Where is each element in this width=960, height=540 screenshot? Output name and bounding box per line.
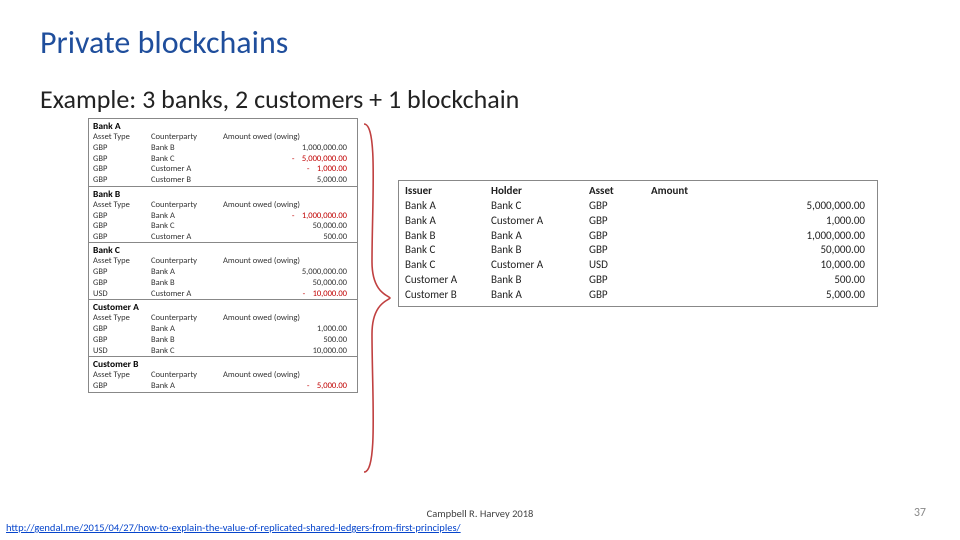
ledger-row: GBPBank C50,000.00 [89,221,357,232]
ledger-group: Customer AAsset TypeCounterpartyAmount o… [88,300,357,357]
unified-row: Customer ABank BGBP500.00 [399,273,877,288]
ledger-row: GBPCustomer B5,000.00 [89,175,357,186]
brace-icon [360,122,392,474]
ledger-column-headers: Asset TypeCounterpartyAmount owed (owing… [89,370,357,381]
ledger-column-headers: Asset TypeCounterpartyAmount owed (owing… [89,132,357,143]
ledger-row: GBPBank B500.00 [89,335,357,346]
ledger-row: GBPBank A-1,000,000.00 [89,211,357,222]
ledger-row: GBPBank A1,000.00 [89,324,357,335]
slide-subtitle: Example: 3 banks, 2 customers + 1 blockc… [40,83,519,115]
unified-row: Customer BBank AGBP5,000.00 [399,288,877,306]
unified-row: Bank CCustomer AUSD10,000.00 [399,258,877,273]
page-number: 37 [914,506,926,520]
ledger-row: GBPCustomer A500.00 [89,232,357,243]
ledger-name: Bank A [89,119,357,132]
left-ledgers: Bank AAsset TypeCounterpartyAmount owed … [88,118,358,393]
ledger-group: Bank BAsset TypeCounterpartyAmount owed … [88,187,357,244]
unified-header: IssuerHolderAssetAmount [399,181,877,199]
ledger-row: USDBank C10,000.00 [89,346,357,357]
ledger-group: Customer BAsset TypeCounterpartyAmount o… [88,357,357,393]
footer-attribution: Campbell R. Harvey 2018 [0,507,960,520]
ledger-name: Bank C [89,243,357,256]
ledger-row: GBPBank A5,000,000.00 [89,267,357,278]
unified-row: Bank ACustomer AGBP1,000.00 [399,214,877,229]
slide-title: Private blockchains [40,23,288,62]
ledger-column-headers: Asset TypeCounterpartyAmount owed (owing… [89,200,357,211]
ledger-row: USDCustomer A-10,000.00 [89,289,357,300]
ledger-column-headers: Asset TypeCounterpartyAmount owed (owing… [89,256,357,267]
ledger-name: Customer B [89,357,357,370]
ledger-row: GBPBank B1,000,000.00 [89,143,357,154]
source-link[interactable]: http://gendal.me/2015/04/27/how-to-expla… [6,521,461,534]
ledger-row: GBPBank B50,000.00 [89,278,357,289]
unified-row: Bank ABank CGBP5,000,000.00 [399,199,877,214]
ledger-group: Bank CAsset TypeCounterpartyAmount owed … [88,243,357,300]
ledger-group: Bank AAsset TypeCounterpartyAmount owed … [88,119,357,187]
ledger-row: GBPBank A-5,000.00 [89,381,357,392]
ledger-row: GBPBank C-5,000,000.00 [89,154,357,165]
unified-ledger-table: IssuerHolderAssetAmountBank ABank CGBP5,… [398,180,878,307]
ledger-column-headers: Asset TypeCounterpartyAmount owed (owing… [89,313,357,324]
ledger-name: Customer A [89,300,357,313]
ledger-row: GBPCustomer A-1,000.00 [89,164,357,175]
unified-row: Bank CBank BGBP50,000.00 [399,243,877,258]
unified-row: Bank BBank AGBP1,000,000.00 [399,229,877,244]
ledger-name: Bank B [89,187,357,200]
